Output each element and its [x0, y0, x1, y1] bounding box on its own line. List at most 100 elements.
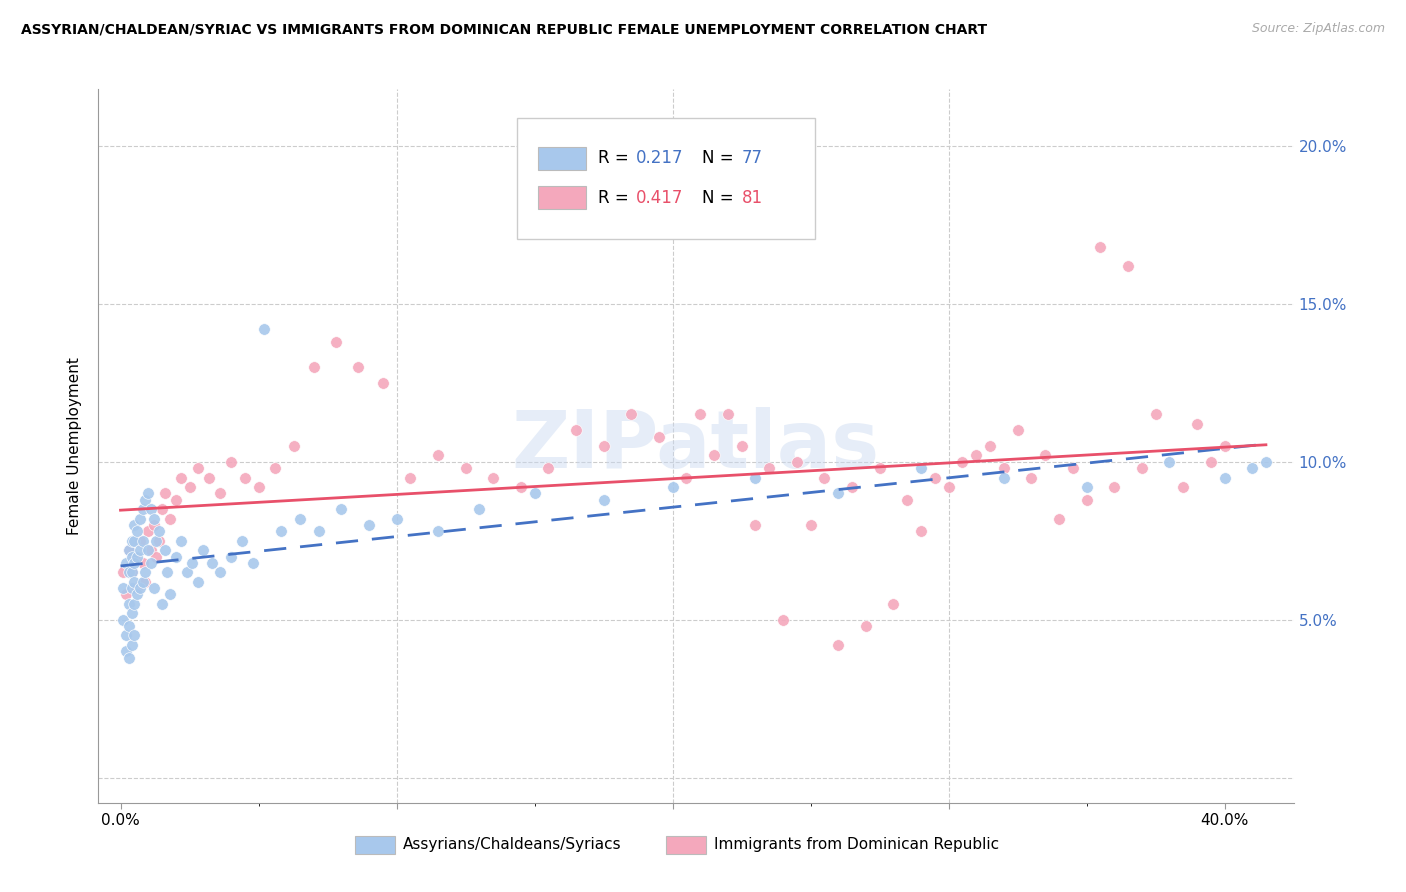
Point [131, 502, 153, 516]
Point [118, 566, 141, 580]
Point [131, 556, 153, 570]
Point [153, 486, 176, 500]
Point [1033, 449, 1056, 463]
Point [156, 566, 179, 580]
FancyBboxPatch shape [538, 147, 586, 169]
Point [1062, 461, 1084, 475]
Point [219, 455, 242, 469]
Point [1185, 417, 1208, 431]
Text: 0.417: 0.417 [636, 189, 683, 207]
Text: 0.217: 0.217 [636, 150, 683, 168]
Point [1007, 423, 1029, 437]
Point [131, 574, 153, 589]
Point [385, 511, 408, 525]
Point [124, 533, 146, 548]
Point [242, 556, 264, 570]
Point [124, 597, 146, 611]
Point [128, 581, 150, 595]
Point [730, 439, 752, 453]
Point [125, 587, 148, 601]
Point [689, 408, 711, 422]
Point [1199, 455, 1222, 469]
Point [118, 543, 141, 558]
Point [231, 533, 253, 548]
Point [523, 486, 546, 500]
Point [308, 524, 330, 539]
Point [302, 360, 325, 375]
Point [125, 524, 148, 539]
Point [786, 455, 808, 469]
Point [620, 408, 643, 422]
Point [139, 502, 162, 516]
Point [128, 533, 150, 548]
Point [165, 549, 187, 564]
FancyBboxPatch shape [517, 118, 815, 239]
Point [181, 556, 204, 570]
Point [1130, 461, 1153, 475]
Point [647, 429, 669, 443]
Point [159, 587, 181, 601]
Point [592, 439, 614, 453]
Text: N =: N = [702, 189, 738, 207]
Point [264, 461, 287, 475]
Point [468, 502, 491, 516]
Point [1254, 455, 1277, 469]
Point [717, 408, 740, 422]
Point [1076, 492, 1098, 507]
Point [938, 480, 960, 494]
Point [565, 423, 588, 437]
Point [139, 556, 162, 570]
Y-axis label: Female Unemployment: Female Unemployment [67, 357, 83, 535]
Point [170, 470, 193, 484]
Point [772, 613, 794, 627]
Point [758, 461, 780, 475]
Point [1171, 480, 1194, 494]
Point [121, 566, 143, 580]
Point [924, 470, 946, 484]
Point [124, 549, 146, 564]
Point [592, 492, 614, 507]
Point [325, 334, 347, 349]
Point [965, 449, 987, 463]
Point [950, 455, 973, 469]
Point [537, 461, 560, 475]
Point [187, 461, 209, 475]
Point [675, 470, 697, 484]
Point [136, 524, 159, 539]
Point [482, 470, 505, 484]
Point [283, 439, 305, 453]
Text: ZIPatlas: ZIPatlas [512, 407, 880, 485]
Point [128, 543, 150, 558]
Point [1116, 259, 1139, 273]
Point [121, 549, 143, 564]
Point [330, 502, 353, 516]
Point [142, 511, 165, 525]
Point [118, 619, 141, 633]
Point [703, 449, 725, 463]
Point [993, 470, 1015, 484]
Point [121, 638, 143, 652]
Point [112, 613, 135, 627]
Point [219, 549, 242, 564]
Point [118, 650, 141, 665]
Point [150, 502, 173, 516]
Point [1047, 511, 1070, 525]
Point [115, 628, 138, 642]
Point [1021, 470, 1043, 484]
Point [124, 628, 146, 642]
Point [148, 524, 170, 539]
Text: R =: R = [598, 150, 634, 168]
Point [145, 549, 167, 564]
Point [827, 638, 849, 652]
Text: 77: 77 [741, 150, 762, 168]
Point [121, 533, 143, 548]
Point [115, 556, 138, 570]
Point [124, 517, 146, 532]
Point [841, 480, 863, 494]
Point [1159, 455, 1181, 469]
Text: N =: N = [702, 150, 738, 168]
Point [426, 449, 449, 463]
Point [121, 566, 143, 580]
Point [426, 524, 449, 539]
Point [125, 581, 148, 595]
